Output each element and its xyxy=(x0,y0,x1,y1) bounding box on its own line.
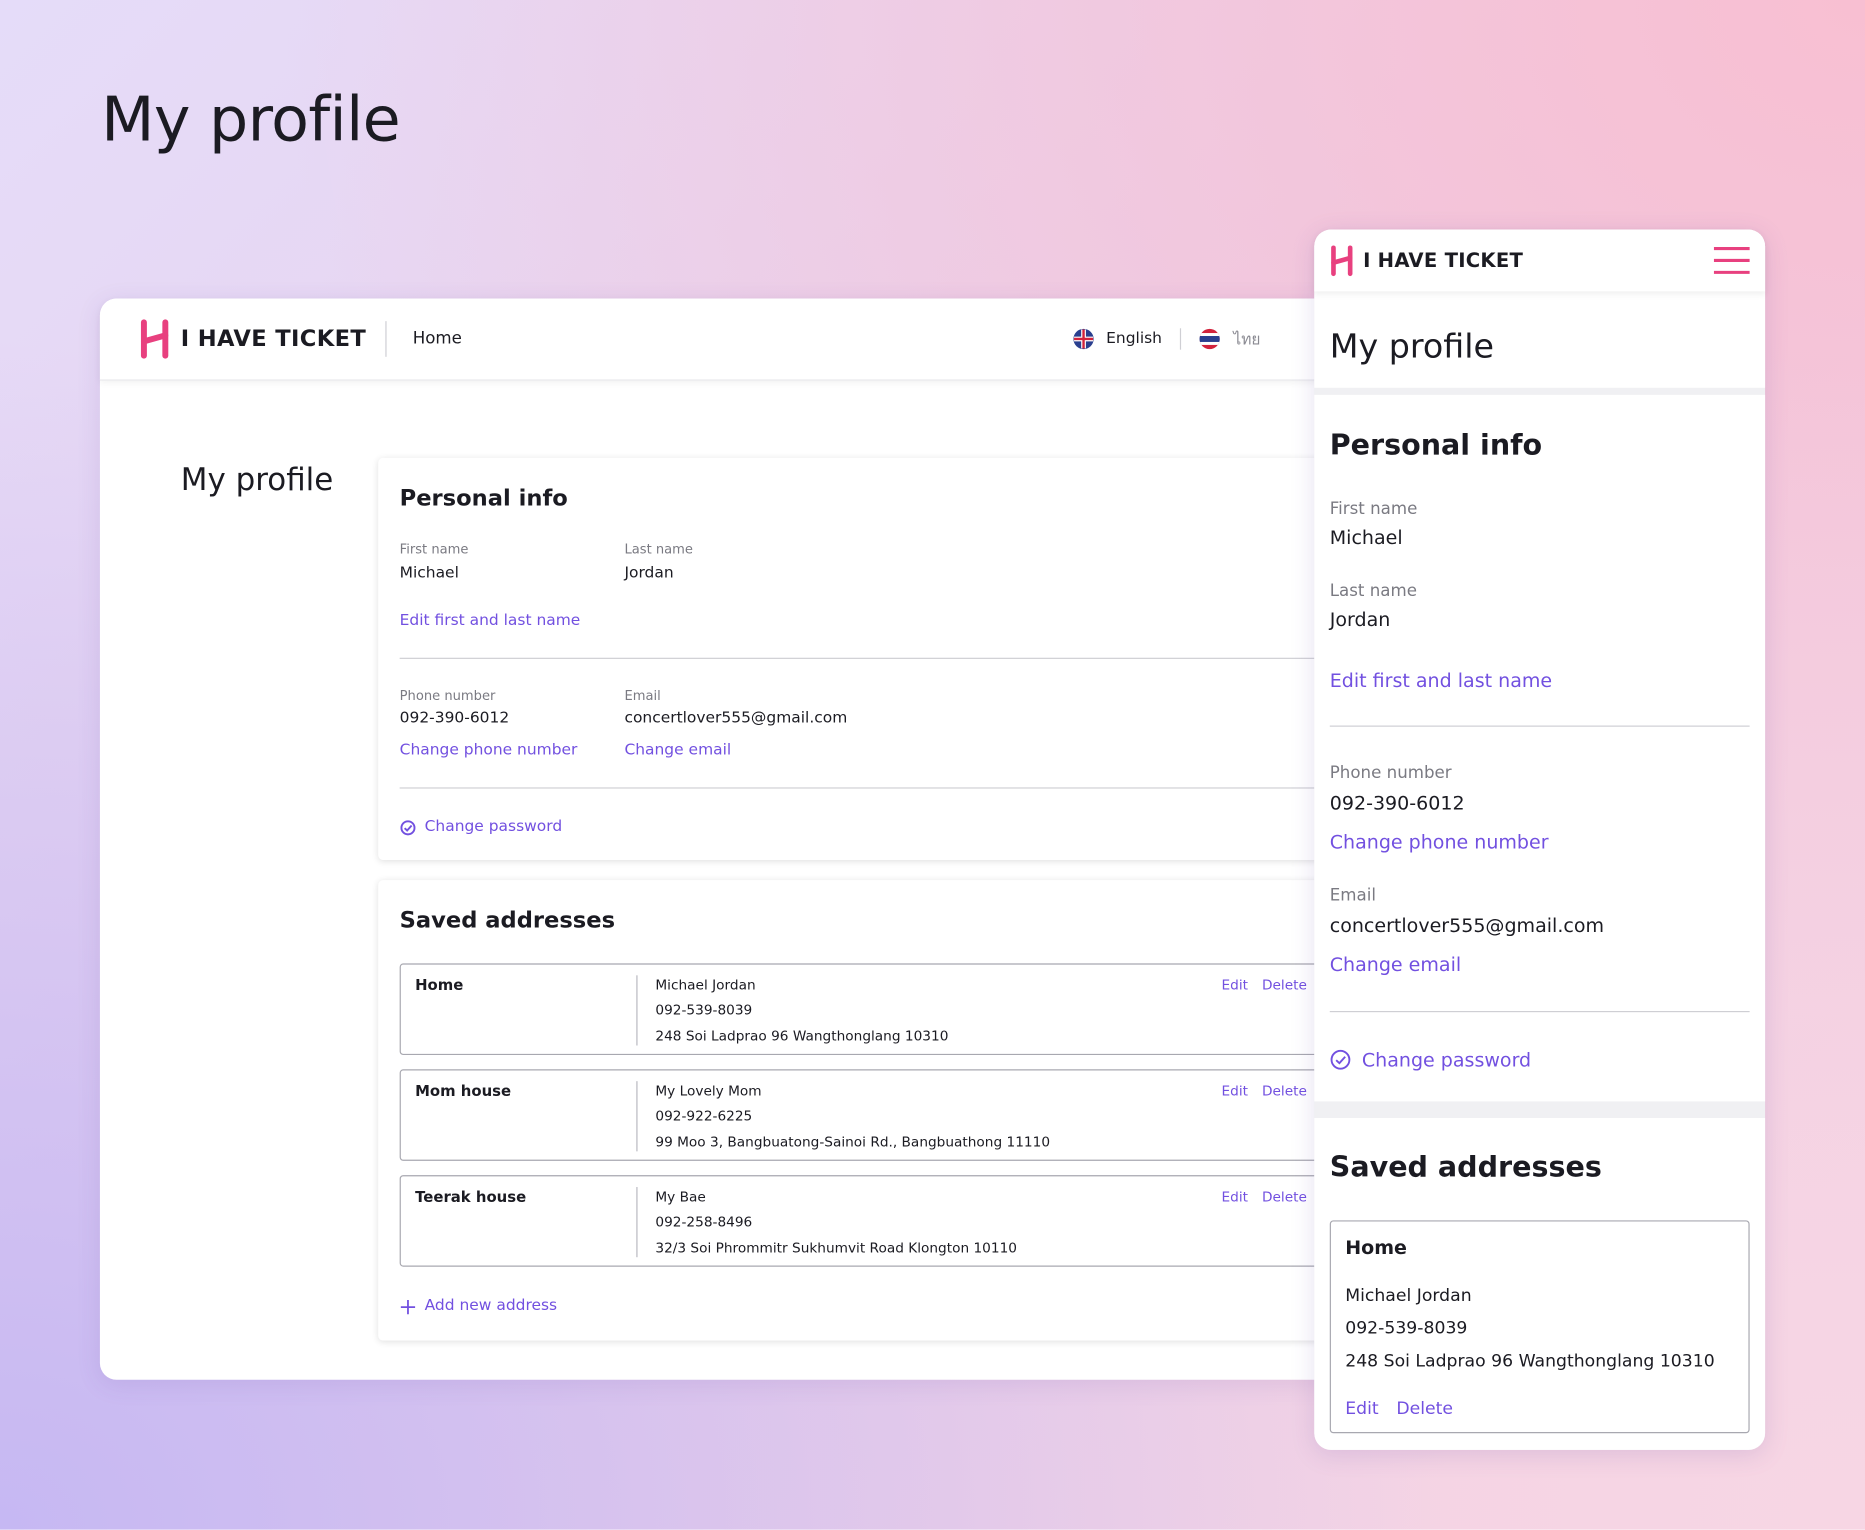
address-divider xyxy=(636,1081,638,1152)
link[interactable]: Add new address xyxy=(424,1297,558,1315)
field-value: Michael xyxy=(399,564,459,583)
field-value: 092-390-6012 xyxy=(1329,791,1465,815)
logo-icon xyxy=(1330,245,1354,277)
link[interactable]: Edit xyxy=(1221,976,1249,994)
address-phone: 092-539-8039 xyxy=(1345,1319,1468,1339)
brand: I HAVE TICKET xyxy=(180,325,367,353)
nav-home[interactable]: Home xyxy=(412,329,462,349)
divider xyxy=(399,657,1375,659)
address-line: 248 Soi Ladprao 96 Wangthonglang 10310 xyxy=(655,1027,949,1045)
menu-icon[interactable] xyxy=(1713,245,1751,276)
password-icon xyxy=(400,818,417,836)
address-card xyxy=(1329,1220,1750,1434)
link[interactable]: Delete xyxy=(1261,976,1307,994)
page-title: My profile xyxy=(101,84,401,156)
field-value: concertlover555@gmail.com xyxy=(1329,914,1605,937)
field-label: First name xyxy=(1329,499,1418,519)
address-divider xyxy=(636,1187,638,1258)
plus-icon xyxy=(400,1298,417,1315)
divider xyxy=(1329,725,1750,727)
link[interactable]: Edit xyxy=(1221,1188,1249,1205)
address-phone: 092-922-6225 xyxy=(655,1107,753,1124)
link[interactable]: Edit first and last name xyxy=(1329,669,1553,692)
brand: I HAVE TICKET xyxy=(1363,249,1524,272)
address-line: 32/3 Soi Phrommitr Sukhumvit Road Klongt… xyxy=(655,1239,1017,1257)
profile-heading: My profile xyxy=(180,462,334,499)
divider xyxy=(1329,1010,1750,1013)
address-name: Michael Jordan xyxy=(1345,1286,1472,1306)
link[interactable]: Delete xyxy=(1261,1082,1307,1100)
address-line: 99 Moo 3, Bangbuatong-Sainoi Rd., Bangbu… xyxy=(655,1133,1051,1151)
field-label: Phone number xyxy=(1329,763,1452,783)
field-label: Email xyxy=(1329,886,1376,906)
address-phone: 092-539-8039 xyxy=(655,1001,753,1019)
link[interactable]: Delete xyxy=(1396,1399,1454,1419)
profile-heading: My profile xyxy=(1329,326,1494,366)
link[interactable]: Change password xyxy=(1361,1048,1532,1072)
language-option[interactable]: English xyxy=(1106,330,1162,348)
link[interactable]: Change phone number xyxy=(399,741,578,760)
field-label: Phone number xyxy=(399,688,496,704)
personal-info-panel xyxy=(1314,394,1766,1102)
addresses-panel xyxy=(1314,1118,1766,1450)
field-value: 092-390-6012 xyxy=(399,709,510,728)
address-label: Home xyxy=(1345,1236,1407,1259)
link[interactable]: Delete xyxy=(1261,1188,1307,1205)
field-label: First name xyxy=(399,541,469,558)
flag-uk xyxy=(1073,328,1094,350)
address-label: Teerak house xyxy=(415,1187,527,1206)
address-phone: 092-258-8496 xyxy=(655,1213,753,1230)
mobile-header xyxy=(1314,229,1766,292)
addresses-panel xyxy=(378,880,1378,1341)
lang-divider xyxy=(1179,328,1182,350)
field-label: Email xyxy=(624,688,661,704)
flag-th xyxy=(1199,328,1220,350)
link[interactable]: Edit xyxy=(1221,1082,1249,1100)
password-icon xyxy=(1330,1049,1351,1070)
link[interactable]: Change email xyxy=(1329,953,1462,976)
logo-icon xyxy=(139,319,170,359)
field-label: Last name xyxy=(1329,581,1417,601)
link[interactable]: Change phone number xyxy=(1329,830,1549,854)
header-divider xyxy=(385,321,387,357)
field-value: concertlover555@gmail.com xyxy=(624,709,848,728)
link[interactable]: Change password xyxy=(424,817,563,836)
field-value: Jordan xyxy=(1329,608,1391,631)
link[interactable]: Edit xyxy=(1345,1399,1379,1419)
section-title: Personal info xyxy=(1329,428,1543,462)
field-value: Michael xyxy=(1329,526,1403,549)
address-name: Michael Jordan xyxy=(655,976,756,994)
address-line: 248 Soi Ladprao 96 Wangthonglang 10310 xyxy=(1345,1352,1715,1372)
field-label: Last name xyxy=(624,541,693,558)
address-label: Mom house xyxy=(415,1081,512,1100)
address-divider xyxy=(636,975,638,1046)
language-option[interactable]: ไทย xyxy=(1233,331,1261,350)
link[interactable]: Change email xyxy=(624,741,732,760)
address-name: My Bae xyxy=(655,1188,706,1205)
section-title: Personal info xyxy=(399,485,568,512)
address-label: Home xyxy=(415,975,464,994)
divider xyxy=(399,787,1375,789)
field-value: Jordan xyxy=(624,564,674,583)
personal-info-panel xyxy=(378,457,1378,860)
desktop-header xyxy=(99,298,1409,381)
section-title: Saved addresses xyxy=(1329,1150,1602,1184)
address-name: My Lovely Mom xyxy=(655,1082,762,1100)
link[interactable]: Edit first and last name xyxy=(399,611,581,630)
section-title: Saved addresses xyxy=(399,907,616,934)
